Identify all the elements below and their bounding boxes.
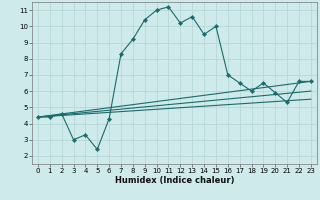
X-axis label: Humidex (Indice chaleur): Humidex (Indice chaleur) bbox=[115, 176, 234, 185]
